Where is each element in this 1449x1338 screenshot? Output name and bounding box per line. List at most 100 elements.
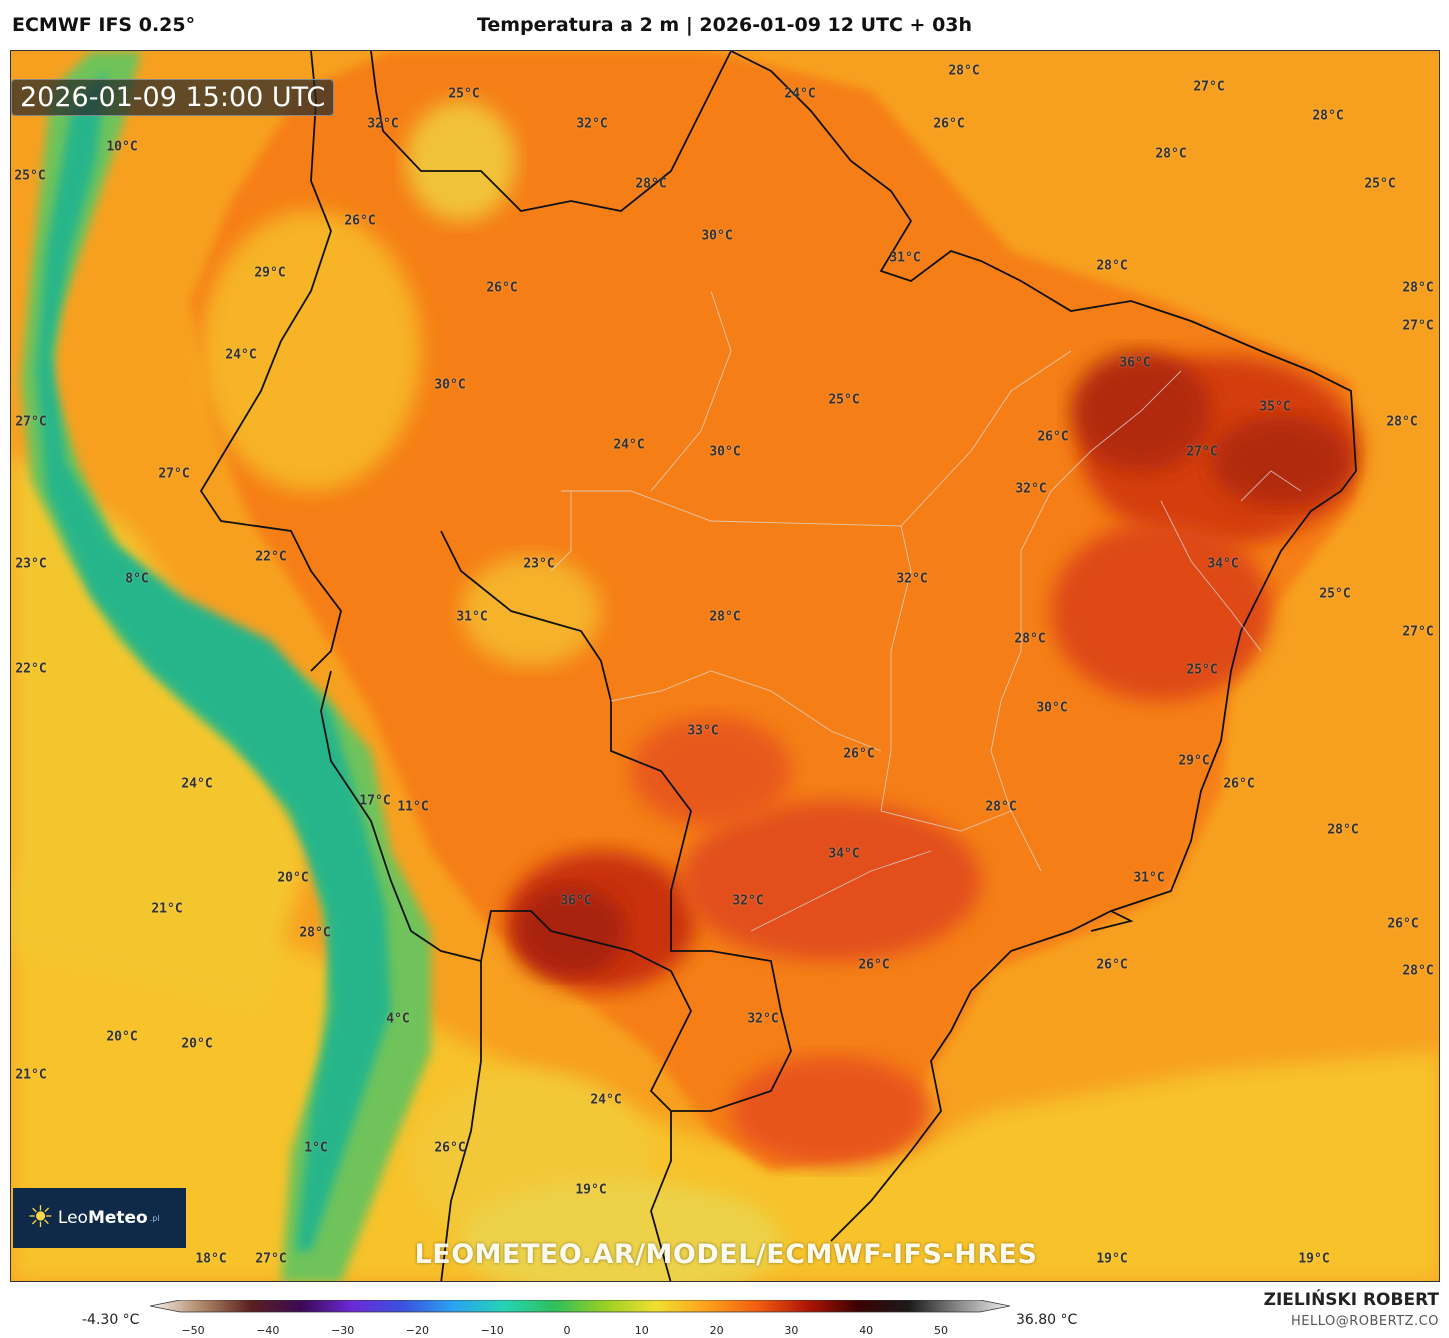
- temperature-label: 20°C: [106, 1029, 138, 1045]
- temperature-label: 1°C: [304, 1140, 328, 1156]
- temperature-label: 25°C: [1364, 176, 1396, 192]
- hottest-core-chaco: [516, 886, 626, 976]
- temperature-label: 32°C: [747, 1011, 779, 1027]
- temperature-label: 24°C: [225, 347, 257, 363]
- temperature-label: 27°C: [1402, 624, 1434, 640]
- temperature-label: 29°C: [254, 265, 286, 281]
- cool-patch-colombia: [201, 211, 421, 491]
- temperature-label: 31°C: [456, 609, 488, 625]
- temperature-label: 22°C: [255, 549, 287, 565]
- colorbar-max-label: 36.80 °C: [1016, 1312, 1078, 1328]
- temperature-label: 26°C: [486, 280, 518, 296]
- temperature-label: 26°C: [1387, 916, 1419, 932]
- temperature-label: 30°C: [434, 377, 466, 393]
- temperature-label: 26°C: [843, 746, 875, 762]
- colorbar-min-label: -4.30 °C: [82, 1312, 140, 1328]
- temperature-label: 30°C: [701, 228, 733, 244]
- colorbar-tick: −40: [256, 1324, 280, 1337]
- temperature-label: 27°C: [1402, 318, 1434, 334]
- temperature-label: 33°C: [687, 723, 719, 739]
- logo-wordmark: LeoMeteo: [57, 1208, 148, 1228]
- temperature-label: 4°C: [386, 1011, 410, 1027]
- valid-time-badge: 2026-01-09 15:00 UTC: [11, 79, 335, 116]
- hot-core-southeast: [681, 801, 981, 961]
- temperature-label: 21°C: [151, 901, 183, 917]
- temperature-label: 32°C: [1015, 481, 1047, 497]
- map-title: Temperatura a 2 m | 2026-01-09 12 UTC + …: [476, 14, 973, 36]
- leometeo-logo[interactable]: ☀ LeoMeteo .pl: [13, 1188, 186, 1248]
- logo-tld: .pl: [149, 1213, 160, 1223]
- temperature-label: 30°C: [709, 444, 741, 460]
- temperature-label: 30°C: [1036, 700, 1068, 716]
- temperature-label: 19°C: [575, 1182, 607, 1198]
- pacific-cool-field: [11, 451, 311, 1011]
- temperature-label: 26°C: [1223, 776, 1255, 792]
- temperature-label: 28°C: [1386, 414, 1418, 430]
- temperature-label: 19°C: [1096, 1251, 1128, 1267]
- temperature-label: 23°C: [15, 556, 47, 572]
- temperature-label: 26°C: [933, 116, 965, 132]
- hottest-core-rn: [1211, 416, 1351, 506]
- colorbar-tick: −10: [480, 1324, 504, 1337]
- temperature-label: 28°C: [1096, 258, 1128, 274]
- colorbar-tick: 20: [709, 1324, 724, 1337]
- andes-cold-core: [36, 71, 391, 1251]
- cool-patch-argentina: [461, 1181, 781, 1281]
- temperature-label: 25°C: [1319, 586, 1351, 602]
- author-email[interactable]: HELLO@ROBERTZ.CO: [1290, 1314, 1439, 1329]
- colorbar-tick: 50: [934, 1324, 948, 1337]
- temperature-label: 27°C: [1186, 444, 1218, 460]
- temperature-label: 26°C: [344, 213, 376, 229]
- temperature-label: 26°C: [1096, 957, 1128, 973]
- temperature-label: 26°C: [434, 1140, 466, 1156]
- colorbar-tick: −50: [181, 1324, 205, 1337]
- temperature-label: 28°C: [1327, 822, 1359, 838]
- colorbar-tick: 10: [634, 1324, 649, 1337]
- cool-patch-venezuela: [406, 101, 516, 221]
- colorbar-tick: −30: [330, 1324, 355, 1337]
- cool-patch-rondonia: [461, 556, 601, 666]
- hot-core-mt: [631, 716, 791, 826]
- temperature-label: 28°C: [635, 176, 667, 192]
- temperature-label: 8°C: [125, 571, 149, 587]
- temperature-label: 27°C: [1193, 79, 1225, 95]
- temperature-label: 25°C: [828, 392, 860, 408]
- colorbar-tick: 40: [859, 1324, 874, 1337]
- temperature-label: 24°C: [181, 776, 213, 792]
- temperature-label: 28°C: [985, 799, 1017, 815]
- temperature-label: 21°C: [15, 1067, 47, 1083]
- sun-icon: ☀: [27, 1200, 54, 1235]
- temperature-label: 23°C: [523, 556, 555, 572]
- colorbar-tick: 30: [784, 1324, 799, 1337]
- temperature-label: 18°C: [195, 1251, 227, 1267]
- hot-core-south: [731, 1056, 931, 1166]
- temperature-label: 27°C: [158, 466, 190, 482]
- temperature-label: 25°C: [1186, 662, 1218, 678]
- source-watermark: LEOMETEO.AR/MODEL/ECMWF-IFS-HRES: [414, 1239, 1038, 1270]
- continent-warm-field: [191, 51, 1356, 1171]
- temperature-label: 24°C: [590, 1092, 622, 1108]
- temperature-label: 24°C: [784, 86, 816, 102]
- temperature-label: 27°C: [15, 414, 47, 430]
- temperature-label: 28°C: [709, 609, 741, 625]
- temperature-label: 10°C: [106, 139, 138, 155]
- temperature-label: 17°C: [359, 793, 391, 809]
- temperature-label: 20°C: [277, 870, 309, 886]
- temperature-label: 31°C: [1133, 870, 1165, 886]
- author-name: ZIELIŃSKI ROBERT: [1263, 1290, 1439, 1310]
- map-canvas: [11, 51, 1439, 1281]
- temperature-label: 27°C: [255, 1251, 287, 1267]
- temperature-label: 29°C: [1178, 753, 1210, 769]
- temperature-label: 25°C: [14, 168, 46, 184]
- colorbar: [150, 1300, 1010, 1313]
- temperature-label: 36°C: [560, 893, 592, 909]
- model-name: ECMWF IFS 0.25°: [12, 14, 196, 36]
- temperature-label: 28°C: [1402, 963, 1434, 979]
- temperature-label: 28°C: [1155, 146, 1187, 162]
- temperature-label: 32°C: [367, 116, 399, 132]
- colorbar-tick: 0: [563, 1324, 571, 1337]
- temperature-map: 2026-01-09 15:00 UTC 28°C 27°C 24°C 25°C 28°…: [10, 50, 1440, 1282]
- temperature-label: 24°C: [613, 437, 645, 453]
- temperature-label: 26°C: [1037, 429, 1069, 445]
- temperature-label: 28°C: [1402, 280, 1434, 296]
